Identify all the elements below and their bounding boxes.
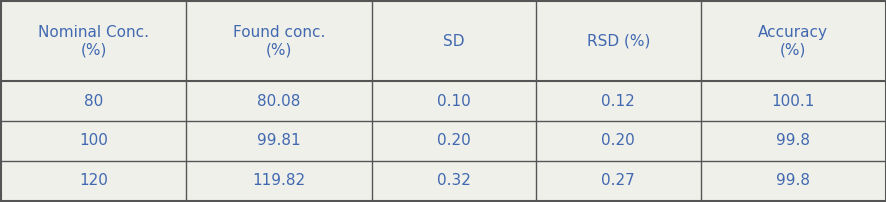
Text: RSD (%): RSD (%) (586, 34, 649, 49)
Text: Accuracy
(%): Accuracy (%) (758, 25, 828, 57)
Text: 80: 80 (84, 94, 104, 108)
Text: 0.20: 0.20 (601, 133, 634, 148)
Text: 99.8: 99.8 (775, 173, 809, 188)
Text: Nominal Conc.
(%): Nominal Conc. (%) (38, 25, 149, 57)
Text: Found conc.
(%): Found conc. (%) (232, 25, 325, 57)
Text: 0.10: 0.10 (437, 94, 470, 108)
Text: 0.27: 0.27 (601, 173, 634, 188)
Text: 80.08: 80.08 (257, 94, 300, 108)
Text: 99.8: 99.8 (775, 133, 809, 148)
Text: 120: 120 (80, 173, 108, 188)
Text: 100.1: 100.1 (771, 94, 814, 108)
Text: SD: SD (442, 34, 464, 49)
Text: 0.12: 0.12 (601, 94, 634, 108)
Text: 119.82: 119.82 (253, 173, 305, 188)
Text: 0.32: 0.32 (436, 173, 470, 188)
Text: 99.81: 99.81 (257, 133, 300, 148)
Text: 0.20: 0.20 (437, 133, 470, 148)
Text: 100: 100 (80, 133, 108, 148)
